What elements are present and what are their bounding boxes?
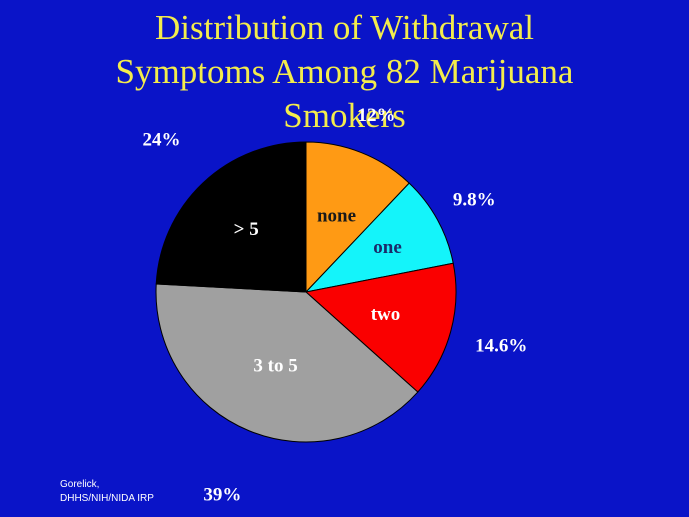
title-line-3: Smokers [283,96,406,135]
pie-slice-two [304,262,457,393]
pie-percent-labels: 12% 9.8% 14.6% 39% 24% [143,105,528,505]
pie-percent-label: 39% [203,484,241,505]
pie-slice-none [305,141,410,294]
title-line-1: Distribution of Withdrawal [154,8,534,47]
source-credit: Gorelick, DHHS/NIH/NIDA IRP [60,478,154,506]
pie-slice-label: 3 to 5 [253,356,297,377]
slide-title: Distribution of Withdrawal Symptoms Amon… [0,6,689,138]
pie-slice-one [304,182,454,293]
pie-slice-label: > 5 [234,219,259,240]
pie-slice-label: two [371,304,401,325]
pie-slice-5 [155,141,307,293]
pie-percent-label: 24% [143,130,181,151]
pie-slice-3-to-5 [155,283,419,443]
pie-percent-label: 9.8% [453,190,496,211]
title-line-2: Symptoms Among 82 Marijuana [115,52,574,91]
pie-slice-label: one [373,237,402,258]
pie-slice-label: none [317,205,356,226]
pie-slices [155,141,457,443]
source-line-1: Gorelick, [60,479,100,490]
pie-percent-label: 14.6% [475,336,527,357]
pie-percent-label: 12% [358,105,396,126]
source-line-2: DHHS/NIH/NIDA IRP [60,493,154,504]
